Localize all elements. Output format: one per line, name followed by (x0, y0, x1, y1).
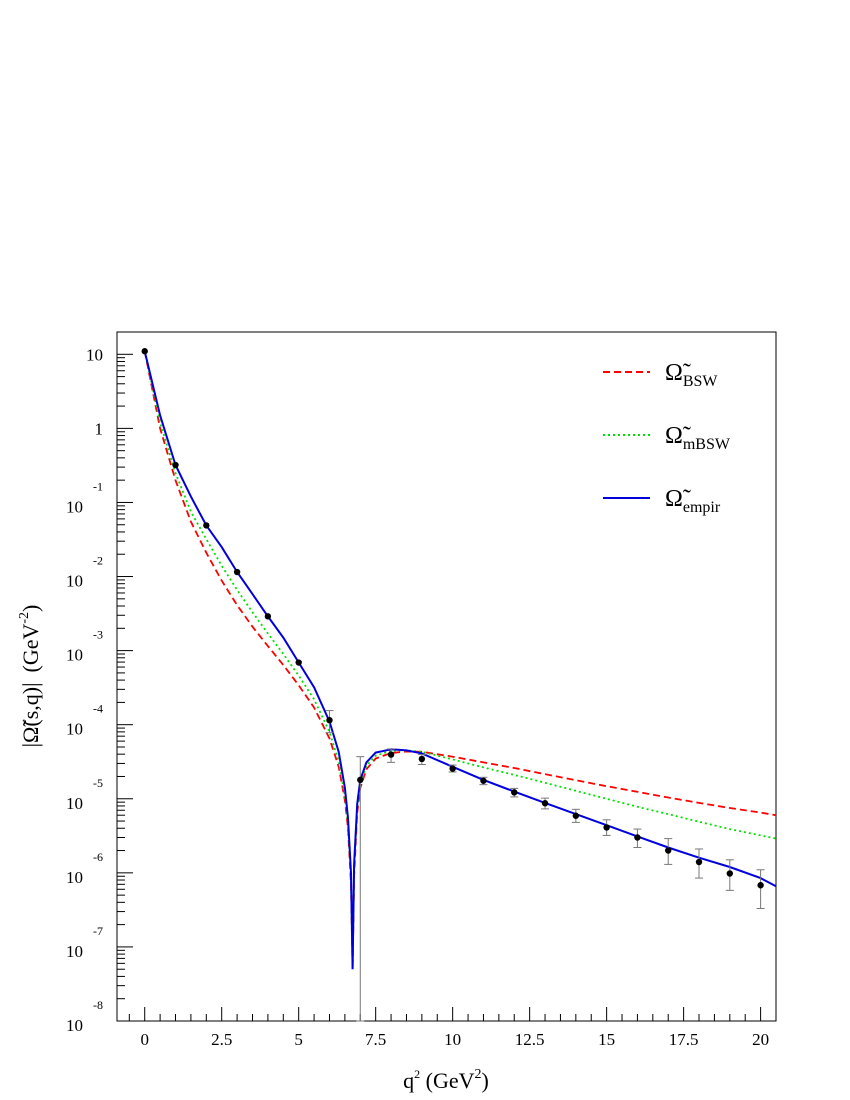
x-tick-label: 12.5 (515, 1030, 545, 1049)
legend: Ω̃BSW Ω̃mBSW Ω̃empir (603, 360, 731, 516)
y-tick-label: 10 (66, 1016, 83, 1035)
x-tick-label: 2.5 (211, 1030, 232, 1049)
x-axis-base: q (403, 1068, 414, 1093)
y-tick-label: 10 (66, 794, 83, 813)
y-tick-label: 10 (66, 942, 83, 961)
x-tick-label: 17.5 (669, 1030, 699, 1049)
y-tick-exponent: -6 (93, 850, 103, 864)
y-tick-label: 1 (95, 419, 104, 438)
y-tick-exponent: -1 (93, 479, 103, 493)
plot-frame (116, 331, 777, 1022)
data-point (572, 812, 580, 819)
data-point (387, 751, 395, 758)
y-axis-unit-pre: (GeV (18, 624, 43, 673)
data-point (203, 522, 210, 529)
y-tick-label: 10 (66, 572, 83, 591)
data-point (357, 776, 364, 784)
x-axis-unit-exp: 2 (475, 1067, 482, 1082)
y-tick-labels: 10 1 10 -1 10 -2 10 -3 10 -4 10 -5 10 -6 10 -7 10 -8 (66, 345, 103, 1035)
y-tick-exponent: -2 (93, 554, 103, 568)
x-tick-label: 5 (294, 1030, 303, 1049)
y-tick-exponent: -4 (93, 702, 103, 716)
legend-label-mBSW: Ω̃mBSW (665, 423, 731, 453)
y-axis-unit-exp: -2 (17, 612, 32, 624)
data-point (541, 800, 549, 807)
data-point (326, 716, 333, 724)
data-point (449, 765, 456, 772)
data-point (511, 789, 518, 796)
data-point (480, 777, 487, 784)
y-tick-exponent: -7 (93, 924, 103, 938)
series-layer (143, 350, 777, 970)
data-point (726, 870, 734, 877)
legend-label-BSW: Ω̃BSW (665, 360, 718, 390)
y-tick-label: 10 (66, 646, 83, 665)
legend-label-empir: Ω̃empir (665, 486, 721, 516)
y-tick-exponent: -5 (93, 776, 103, 790)
x-tick-label: 15 (598, 1030, 615, 1049)
data-points (141, 348, 765, 1022)
y-axis-title: |Ω̃(s,q)| (GeV-2) (17, 605, 43, 748)
y-axis-main: |Ω̃(s,q)| (18, 683, 43, 748)
data-point (172, 461, 179, 469)
x-tick-label: 20 (752, 1030, 769, 1049)
y-tick-exponent: -8 (93, 998, 103, 1012)
data-point (634, 834, 641, 841)
x-axis-unit-pre: (GeV (420, 1068, 474, 1093)
x-axis-unit-post: ) (482, 1068, 489, 1093)
y-tick-exponent: -3 (93, 628, 103, 642)
data-point (295, 659, 302, 666)
data-point (665, 847, 672, 854)
series-line-empir (143, 350, 777, 970)
x-axis-title: q2 (GeV2) (403, 1067, 489, 1093)
x-tick-label: 7.5 (365, 1030, 386, 1049)
y-tick-label: 10 (66, 868, 83, 887)
data-point (418, 755, 426, 763)
x-tick-label: 10 (444, 1030, 461, 1049)
data-point (264, 613, 272, 620)
x-tick-label: 0 (140, 1030, 149, 1049)
x-axis-exp: 2 (414, 1067, 420, 1081)
y-tick-label: 10 (66, 720, 83, 739)
y-axis-unit-post: ) (18, 605, 43, 612)
data-point (695, 858, 703, 866)
data-point (233, 568, 241, 576)
data-point (757, 882, 764, 889)
x-tick-labels: 0 2.5 5 7.5 10 12.5 15 17.5 20 (140, 1030, 769, 1049)
data-point (603, 824, 610, 831)
y-tick-label: 10 (66, 497, 83, 516)
data-point (141, 348, 148, 355)
y-tick-label: 10 (86, 345, 103, 364)
